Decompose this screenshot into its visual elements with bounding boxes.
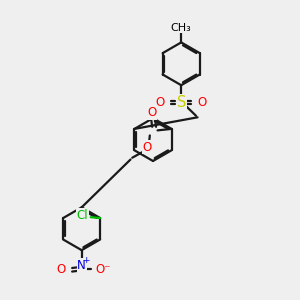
Text: O: O <box>143 140 152 154</box>
Text: O: O <box>57 263 66 276</box>
Text: O: O <box>148 106 157 119</box>
Text: O: O <box>156 96 165 109</box>
Text: O: O <box>197 96 207 109</box>
Text: S: S <box>176 95 186 110</box>
Text: CH₃: CH₃ <box>171 22 192 32</box>
Text: N: N <box>77 259 86 272</box>
Text: O⁻: O⁻ <box>95 263 111 276</box>
Text: +: + <box>82 256 89 265</box>
Text: Cl: Cl <box>76 208 88 222</box>
